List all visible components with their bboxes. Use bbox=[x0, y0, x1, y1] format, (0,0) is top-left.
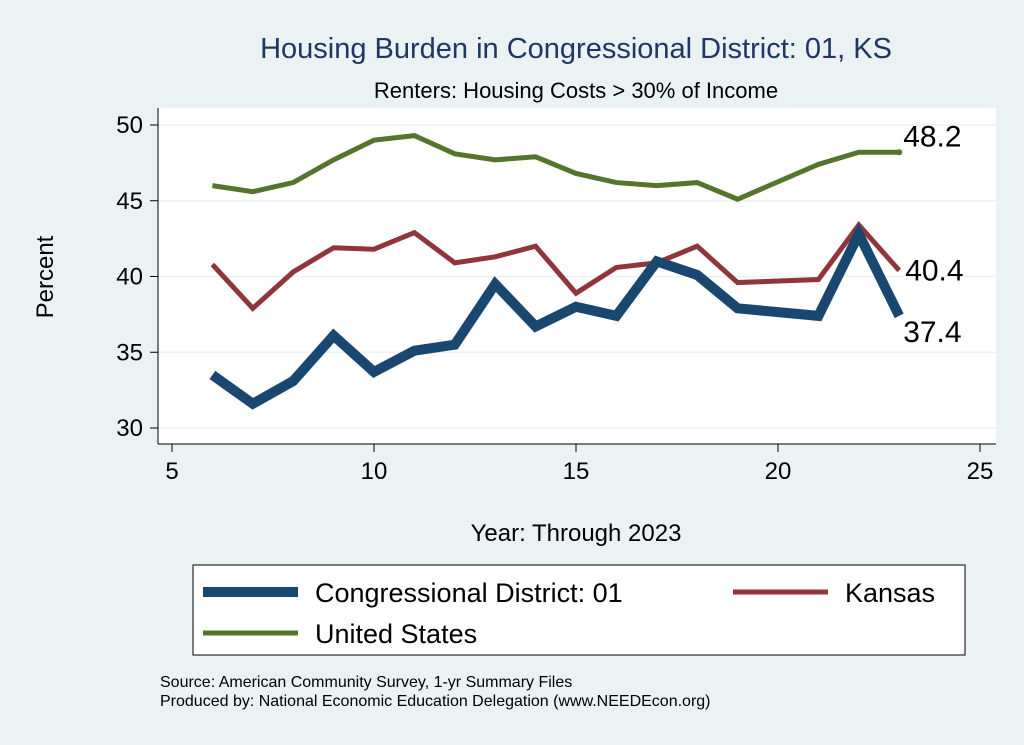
series-line-0 bbox=[209, 222, 904, 410]
y-tick-label: 30 bbox=[116, 415, 143, 442]
producer-note: Produced by: National Economic Education… bbox=[160, 693, 711, 710]
y-axis-label: Percent bbox=[32, 235, 59, 318]
y-tick-label: 45 bbox=[116, 188, 143, 215]
x-tick-label: 20 bbox=[765, 458, 792, 485]
end-value-label: 48.2 bbox=[903, 120, 961, 153]
legend-label: United States bbox=[315, 619, 477, 649]
legend-label: Congressional District: 01 bbox=[315, 578, 623, 608]
x-tick-label: 10 bbox=[361, 458, 388, 485]
chart-subtitle: Renters: Housing Costs > 30% of Income bbox=[374, 78, 778, 103]
series-line-1 bbox=[210, 221, 902, 312]
x-axis-label: Year: Through 2023 bbox=[471, 520, 682, 547]
legend-label: Kansas bbox=[845, 578, 935, 608]
end-point-marker bbox=[896, 149, 903, 156]
y-tick-label: 40 bbox=[116, 264, 143, 291]
chart-title: Housing Burden in Congressional District… bbox=[260, 33, 892, 65]
x-tick-label: 25 bbox=[967, 458, 994, 485]
end-value-label: 40.4 bbox=[905, 254, 963, 287]
source-note: Source: American Community Survey, 1-yr … bbox=[160, 674, 572, 691]
legend bbox=[192, 564, 966, 656]
x-tick-label: 15 bbox=[563, 458, 590, 485]
x-tick-label: 5 bbox=[165, 458, 178, 485]
end-value-label: 37.4 bbox=[903, 316, 961, 349]
y-tick-label: 35 bbox=[116, 339, 143, 366]
y-tick-label: 50 bbox=[116, 112, 143, 139]
series-line-2 bbox=[212, 133, 900, 202]
